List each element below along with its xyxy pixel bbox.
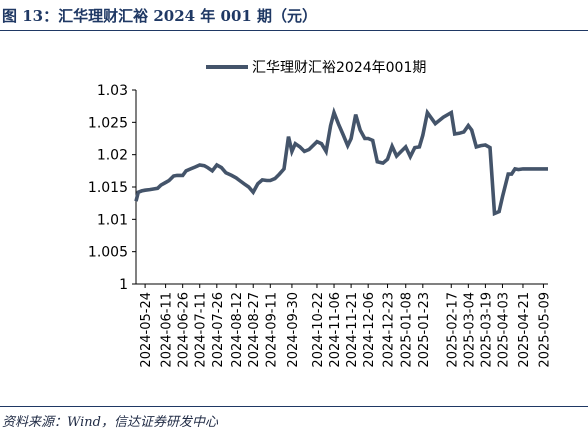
figure-title: 图 13：汇华理财汇裕 2024 年 001 期（元） bbox=[2, 7, 318, 25]
x-axis: 2024-05-24 2024-06-11 2024-06-26 2024-07-11… bbox=[136, 283, 552, 368]
y-axis: 1 1.005 1.01 1.015 1.02 1.025 1.03 bbox=[88, 83, 137, 293]
y-tick-label: 1.02 bbox=[97, 148, 128, 164]
source-note: 资料来源：Wind，信达证券研发中心 bbox=[2, 415, 218, 430]
legend-label: 汇华理财汇裕2024年001期 bbox=[252, 60, 426, 76]
x-tick-label: 2024-06-26 bbox=[177, 292, 192, 368]
y-tick-label: 1.01 bbox=[97, 212, 128, 228]
x-tick-label: 2024-08-27 bbox=[247, 292, 262, 368]
x-tick-label: 2024-10-22 bbox=[311, 292, 326, 368]
line-chart: 汇华理财汇裕2024年001期 1 1.005 1.01 1.015 1.02 1.025… bbox=[88, 60, 553, 368]
x-tick-label: 2025-02-17 bbox=[445, 292, 460, 368]
x-tick-label: 2025-03-19 bbox=[479, 292, 494, 368]
y-tick-label: 1.005 bbox=[88, 245, 128, 261]
y-tick-label: 1 bbox=[119, 277, 128, 293]
x-tick-label: 2025-04-03 bbox=[496, 292, 511, 368]
series-layer bbox=[134, 106, 548, 217]
x-tick-label: 2024-09-30 bbox=[286, 292, 301, 368]
y-tick-label: 1.03 bbox=[97, 83, 128, 99]
title-rule bbox=[0, 30, 588, 31]
series-line bbox=[134, 106, 548, 217]
x-tick-label: 2024-05-24 bbox=[139, 292, 154, 368]
x-tick-label: 2024-09-11 bbox=[264, 292, 279, 368]
x-tick-label: 2024-11-21 bbox=[345, 292, 360, 368]
x-tick-label: 2025-04-21 bbox=[517, 292, 532, 368]
y-tick-label: 1.015 bbox=[88, 180, 128, 196]
x-tick-label: 2024-11-06 bbox=[328, 292, 343, 368]
legend: 汇华理财汇裕2024年001期 bbox=[206, 60, 426, 76]
x-tick-label: 2024-06-11 bbox=[160, 292, 175, 368]
source-rule bbox=[0, 406, 588, 407]
x-tick-label: 2025-03-04 bbox=[462, 292, 477, 368]
y-tick-label: 1.025 bbox=[88, 115, 128, 131]
x-tick-label: 2025-05-09 bbox=[537, 292, 552, 368]
x-tick-label: 2025-01-23 bbox=[417, 292, 432, 368]
x-tick-label: 2024-08-12 bbox=[230, 292, 245, 368]
x-tick-label: 2025-01-08 bbox=[400, 292, 415, 368]
x-tick-label: 2024-07-26 bbox=[211, 292, 226, 368]
x-tick-label: 2024-12-06 bbox=[362, 292, 377, 368]
x-tick-label: 2024-07-11 bbox=[194, 292, 209, 368]
x-tick-label: 2024-12-23 bbox=[382, 292, 397, 368]
